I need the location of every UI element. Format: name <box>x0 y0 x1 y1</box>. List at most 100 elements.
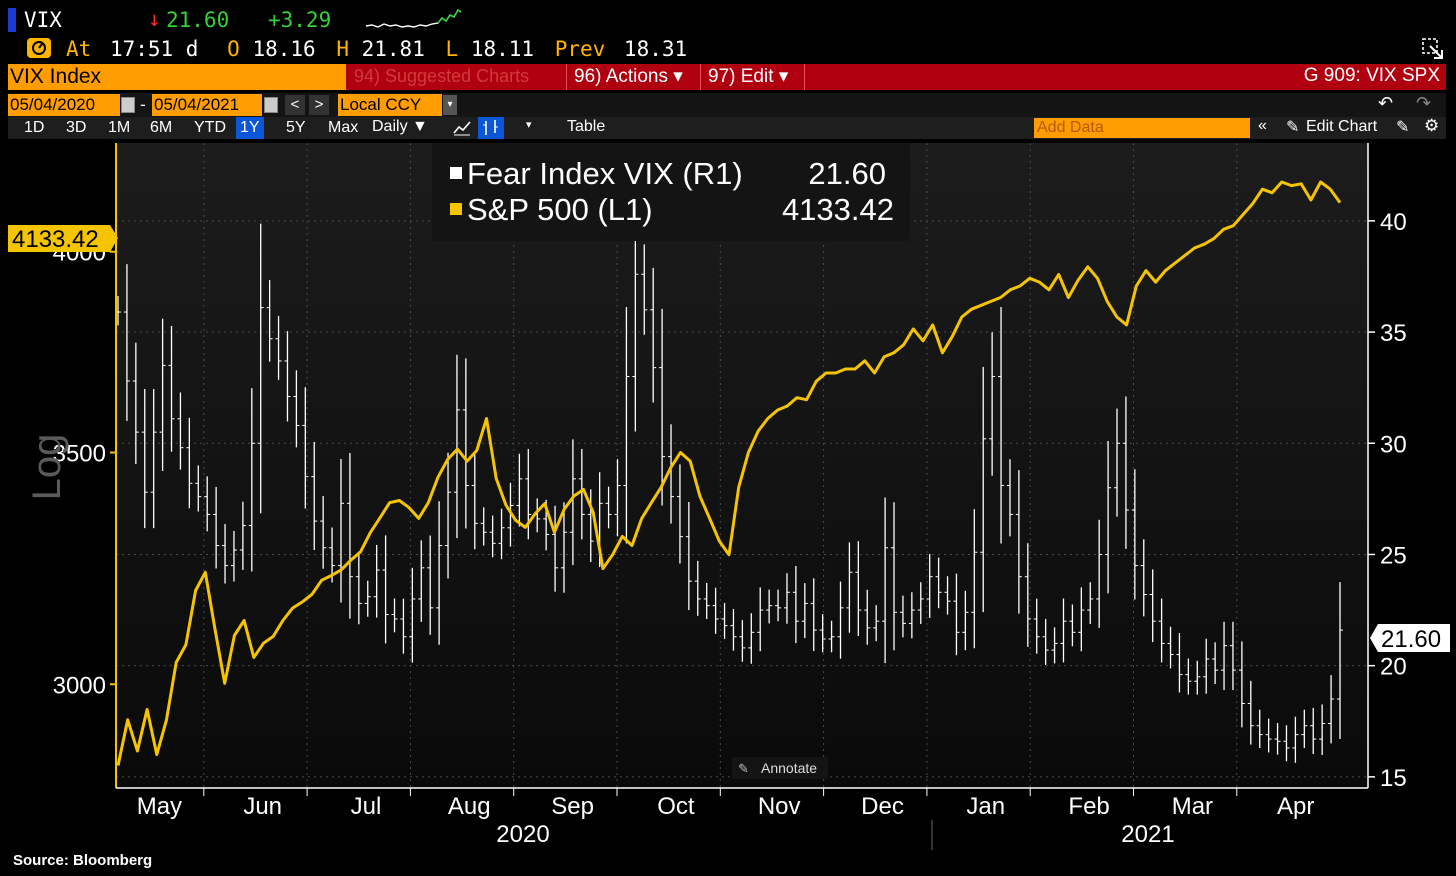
suggested-charts-button[interactable]: 94) Suggested Charts <box>354 66 530 86</box>
x-axis-month-label: Oct <box>657 793 695 820</box>
low-value: 18.11 <box>470 37 535 61</box>
plot-background <box>116 143 1368 788</box>
legend-value-spx: 4133.42 <box>782 192 894 227</box>
currency-select[interactable]: Local CCY <box>338 94 442 116</box>
source-label: Source: Bloomberg <box>13 852 153 869</box>
ticker-label: VIX <box>24 8 62 32</box>
legend-swatch-vix <box>450 167 462 179</box>
x-axis-month-label: Feb <box>1068 793 1109 820</box>
high-label: H <box>336 37 349 61</box>
spx-last-value: 4133.42 <box>12 226 99 253</box>
collapse-icon[interactable]: « <box>1258 117 1267 134</box>
vix-last-value-tag <box>1370 624 1450 652</box>
period-button-ytd[interactable]: YTD <box>194 119 226 136</box>
add-data-field[interactable]: Add Data <box>1034 118 1250 138</box>
actions-menu[interactable]: 96) Actions ▾ <box>574 66 683 87</box>
left-axis-tick-label: 3500 <box>53 441 106 468</box>
date-dash: - <box>140 95 146 114</box>
quote-time: 17:51 d <box>109 37 199 61</box>
expand-icon[interactable] <box>1420 36 1446 60</box>
right-axis-tick-label: 35 <box>1380 320 1407 347</box>
x-axis-month-label: Jan <box>966 793 1005 820</box>
x-axis-month-label: May <box>137 793 182 820</box>
legend-box <box>432 143 910 241</box>
right-axis-tick-label: 40 <box>1380 209 1407 236</box>
quote-detail-line: At 17:51 d O 18.16 H 21.81 L 18.11 Prev … <box>66 37 687 61</box>
security-name: VIX Index <box>10 65 102 88</box>
chart-type-dropdown-icon[interactable]: ▾ <box>526 119 532 131</box>
period-button-1y[interactable]: 1Y <box>236 117 264 139</box>
open-label: O <box>227 37 240 61</box>
pencil-icon: ✎ <box>1286 119 1300 136</box>
edit-box-icon[interactable]: ✎ <box>1396 119 1410 136</box>
legend-label-spx: S&P 500 (L1) <box>467 192 653 227</box>
bar-chart-type-button[interactable] <box>478 117 504 139</box>
right-axis-tick-label: 20 <box>1380 654 1407 681</box>
low-label: L <box>445 37 459 61</box>
x-axis-month-label: Sep <box>551 793 594 820</box>
legend-label-vix: Fear Index VIX (R1) <box>467 156 743 191</box>
prev-period-button[interactable]: < <box>285 95 305 115</box>
redo-icon[interactable]: ↷ <box>1416 93 1432 113</box>
frequency-select[interactable]: Daily ▼ <box>372 118 428 135</box>
x-axis-month-label: Nov <box>758 793 801 820</box>
currency-value: Local CCY <box>340 95 422 114</box>
menu-divider <box>804 64 805 90</box>
calendar-icon[interactable] <box>121 97 135 113</box>
start-date: 05/04/2020 <box>10 95 96 114</box>
calendar-icon[interactable] <box>264 97 278 113</box>
legend-value-vix: 21.60 <box>808 156 886 191</box>
last-price: 21.60 <box>166 8 230 32</box>
annotate-pencil-icon: ✎ <box>738 761 749 776</box>
x-axis-month-label: Aug <box>448 793 491 820</box>
right-axis-tick-label: 30 <box>1380 431 1407 458</box>
period-button-5y[interactable]: 5Y <box>286 119 306 136</box>
security-color-marker <box>8 8 16 32</box>
start-date-field[interactable]: 05/04/2020 <box>8 94 120 116</box>
at-label: At <box>66 37 92 61</box>
prev-label: Prev <box>554 37 606 61</box>
x-axis-month-label: Jun <box>243 793 282 820</box>
line-chart-icon[interactable] <box>452 119 472 137</box>
annotate-button[interactable]: ✎ Annotate <box>732 757 828 779</box>
end-date: 05/04/2021 <box>154 95 240 114</box>
right-axis-tick-label: 25 <box>1380 542 1407 569</box>
chart-id: G 909: VIX SPX <box>1303 65 1440 86</box>
period-button-6m[interactable]: 6M <box>150 119 173 136</box>
prev-value: 18.31 <box>623 37 688 61</box>
spx-series-line <box>116 180 1342 766</box>
open-value: 18.16 <box>252 37 316 61</box>
edit-menu[interactable]: 97) Edit ▾ <box>708 66 789 87</box>
right-axis-tick-label: 15 <box>1380 765 1407 792</box>
table-button[interactable]: Table <box>567 118 606 135</box>
high-value: 21.81 <box>361 37 425 61</box>
currency-dropdown-icon[interactable]: ▾ <box>443 95 457 115</box>
x-axis-month-label: Mar <box>1172 793 1213 820</box>
x-axis-month-label: Apr <box>1277 793 1314 820</box>
x-axis-year-label: 2020 <box>496 821 549 848</box>
edit-chart-button[interactable]: Edit Chart <box>1306 118 1378 135</box>
left-axis-title: Log <box>25 434 69 501</box>
down-arrow-icon: ↓ <box>148 7 161 31</box>
period-button-3d[interactable]: 3D <box>66 119 87 136</box>
period-button-1m[interactable]: 1M <box>108 119 131 136</box>
period-button-1d[interactable]: 1D <box>24 119 45 136</box>
legend-swatch-spx <box>450 203 462 215</box>
left-axis-tick-label: 3000 <box>53 672 106 699</box>
alert-icon[interactable] <box>26 37 52 59</box>
add-data-placeholder: Add Data <box>1037 119 1104 136</box>
next-period-button[interactable]: > <box>309 95 329 115</box>
undo-icon[interactable]: ↶ <box>1378 93 1394 113</box>
spx-last-value-tag <box>8 225 118 252</box>
annotate-label: Annotate <box>761 760 817 776</box>
menu-divider <box>700 64 701 90</box>
period-button-max[interactable]: Max <box>328 119 359 136</box>
security-field[interactable]: VIX Index <box>8 64 346 90</box>
x-axis-month-label: Jul <box>351 793 382 820</box>
price-change: +3.29 <box>268 8 332 32</box>
gear-icon[interactable]: ⚙ <box>1424 116 1440 135</box>
ohlc-bars-icon <box>483 120 498 135</box>
x-axis-month-label: Dec <box>861 793 904 820</box>
end-date-field[interactable]: 05/04/2021 <box>152 94 262 116</box>
